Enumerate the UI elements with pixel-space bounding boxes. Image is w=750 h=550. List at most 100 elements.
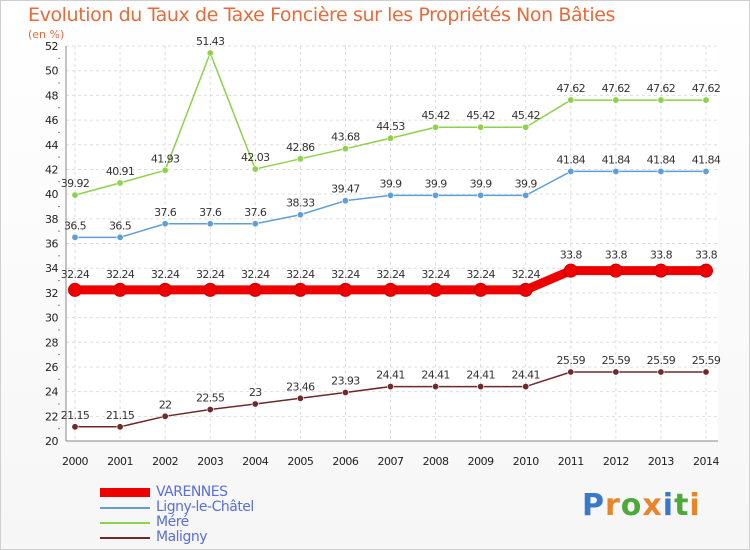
data-point-ligny-le-chatel xyxy=(161,220,169,228)
data-point-maligny xyxy=(161,412,169,420)
data-label-maligny: 23.93 xyxy=(331,374,360,387)
data-point-mere xyxy=(206,49,214,57)
data-label-mere: 40.91 xyxy=(106,165,135,178)
data-label-mere: 42.03 xyxy=(241,151,270,164)
x-tick-label: 2000 xyxy=(62,455,88,468)
data-point-mere xyxy=(432,123,440,131)
data-label-maligny: 25.59 xyxy=(557,354,586,367)
data-point-varennes xyxy=(473,282,488,297)
data-label-maligny: 24.41 xyxy=(421,369,450,382)
x-tick-label: 2007 xyxy=(378,455,404,468)
y-tick-label: 32 xyxy=(45,287,58,300)
data-label-maligny: 25.59 xyxy=(602,354,631,367)
data-label-ligny-le-chatel: 41.84 xyxy=(647,153,676,166)
data-label-mere: 47.62 xyxy=(647,82,676,95)
data-point-mere xyxy=(341,145,349,153)
x-tick-label: 2005 xyxy=(287,455,313,468)
data-label-ligny-le-chatel: 39.9 xyxy=(515,177,538,190)
logo-letter: P xyxy=(582,488,605,523)
data-label-varennes: 33.8 xyxy=(695,249,718,262)
data-label-ligny-le-chatel: 38.33 xyxy=(286,197,315,210)
data-label-ligny-le-chatel: 37.6 xyxy=(199,206,222,219)
logo-letter: t xyxy=(674,488,690,523)
data-label-varennes: 32.24 xyxy=(106,268,135,281)
y-tick-label: 20 xyxy=(45,435,58,448)
data-point-ligny-le-chatel xyxy=(522,191,530,199)
data-point-mere xyxy=(71,191,79,199)
chart-title: Evolution du Taux de Taxe Foncière sur l… xyxy=(28,4,616,26)
data-label-ligny-le-chatel: 37.6 xyxy=(154,206,177,219)
data-label-varennes: 32.24 xyxy=(421,268,450,281)
data-label-ligny-le-chatel: 39.9 xyxy=(470,177,493,190)
data-label-maligny: 25.59 xyxy=(647,354,676,367)
data-label-ligny-le-chatel: 36.5 xyxy=(109,219,132,232)
data-point-maligny xyxy=(567,368,575,376)
data-label-ligny-le-chatel: 39.9 xyxy=(425,177,448,190)
data-label-varennes: 32.24 xyxy=(61,268,90,281)
legend-label: Méré xyxy=(156,514,189,530)
data-point-varennes xyxy=(248,282,263,297)
data-point-varennes xyxy=(563,263,578,278)
y-tick-label: 42 xyxy=(45,163,58,176)
data-label-mere: 45.42 xyxy=(421,109,450,122)
data-point-ligny-le-chatel xyxy=(251,220,259,228)
data-label-varennes: 33.8 xyxy=(650,249,673,262)
data-label-maligny: 24.41 xyxy=(376,369,405,382)
logo-letter: i xyxy=(662,488,675,523)
data-label-ligny-le-chatel: 36.5 xyxy=(64,219,87,232)
y-tick-label: 26 xyxy=(45,361,58,374)
x-tick-label: 2002 xyxy=(152,455,178,468)
data-label-mere: 51.43 xyxy=(196,35,225,48)
data-point-ligny-le-chatel xyxy=(657,167,665,175)
y-tick-label: 30 xyxy=(45,312,58,325)
data-point-ligny-le-chatel xyxy=(702,167,710,175)
y-tick-label: 44 xyxy=(45,139,58,152)
data-label-ligny-le-chatel: 39.47 xyxy=(331,183,360,196)
proxiti-logo: Proxiti xyxy=(582,488,701,523)
data-point-maligny xyxy=(432,383,440,391)
data-label-ligny-le-chatel: 41.84 xyxy=(602,153,631,166)
data-point-maligny xyxy=(71,423,79,431)
data-point-varennes xyxy=(653,263,668,278)
legend-swatch xyxy=(100,537,150,539)
data-label-mere: 47.62 xyxy=(557,82,586,95)
data-point-varennes xyxy=(383,282,398,297)
data-point-ligny-le-chatel xyxy=(432,191,440,199)
y-tick-label: 24 xyxy=(45,386,58,399)
data-point-maligny xyxy=(341,388,349,396)
logo-letter: o xyxy=(620,488,643,523)
data-label-mere: 42.86 xyxy=(286,141,315,154)
data-label-varennes: 32.24 xyxy=(466,268,495,281)
data-label-varennes: 33.8 xyxy=(560,249,583,262)
data-label-maligny: 21.15 xyxy=(61,409,90,422)
data-point-mere xyxy=(567,96,575,104)
legend-label: VARENNES xyxy=(156,484,228,500)
x-tick-label: 2014 xyxy=(693,455,719,468)
data-point-ligny-le-chatel xyxy=(206,220,214,228)
data-label-maligny: 21.15 xyxy=(106,409,135,422)
data-label-varennes: 32.24 xyxy=(196,268,225,281)
data-point-maligny xyxy=(522,383,530,391)
legend-swatch xyxy=(100,507,150,509)
data-point-maligny xyxy=(612,368,620,376)
data-label-maligny: 25.59 xyxy=(692,354,721,367)
data-label-mere: 45.42 xyxy=(466,109,495,122)
data-point-mere xyxy=(477,123,485,131)
data-label-mere: 41.93 xyxy=(151,152,180,165)
logo-letter: i xyxy=(689,488,701,523)
data-point-ligny-le-chatel xyxy=(341,197,349,205)
x-tick-label: 2013 xyxy=(648,455,674,468)
x-tick-label: 2004 xyxy=(242,455,268,468)
legend-swatch xyxy=(100,522,150,524)
data-label-mere: 43.68 xyxy=(331,131,360,144)
data-label-mere: 45.42 xyxy=(511,109,540,122)
data-label-maligny: 23.46 xyxy=(286,380,315,393)
data-point-varennes xyxy=(518,282,533,297)
x-tick-label: 2011 xyxy=(558,455,584,468)
data-point-maligny xyxy=(702,368,710,376)
data-point-mere xyxy=(386,134,394,142)
data-label-varennes: 32.24 xyxy=(331,268,360,281)
data-point-ligny-le-chatel xyxy=(477,191,485,199)
data-point-varennes xyxy=(608,263,623,278)
